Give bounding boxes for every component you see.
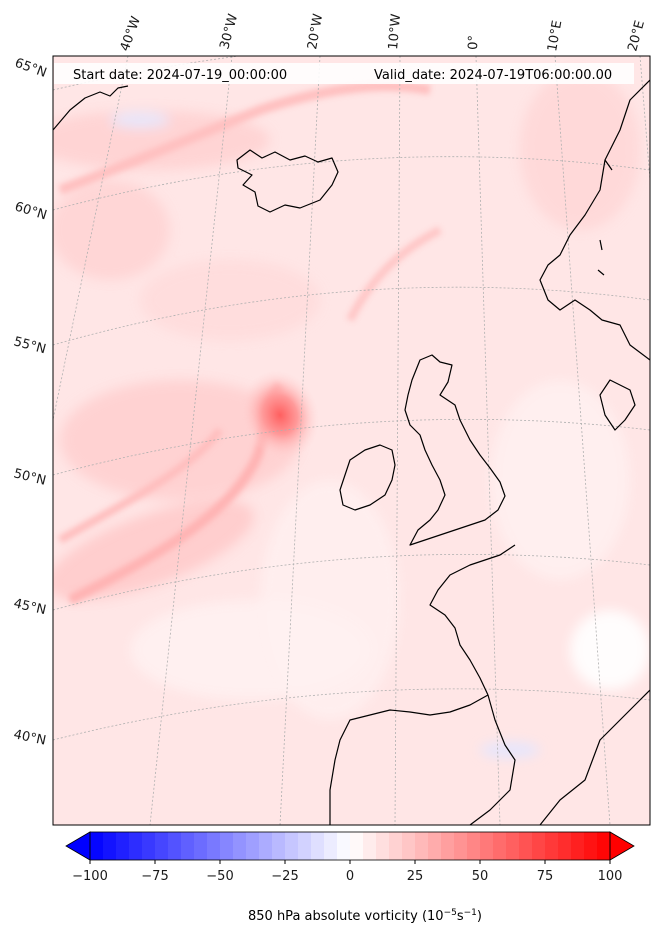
colorbar-segment [103,832,117,860]
mediterranean-coast [469,689,650,825]
denmark-coast [599,379,636,431]
colorbar: −100 −75 −50 −25 0 25 50 75 100 850 hPa absolute… [65,831,635,924]
colorbar-segment [454,832,468,860]
colorbar-segment [506,832,520,860]
lon-label-40w: 40°W [118,14,144,53]
colorbar-tick-label: −25 [271,869,298,884]
colorbar-segment [129,832,143,860]
colorbar-segment [376,832,390,860]
colorbar-segment [597,832,611,860]
colorbar-title: 850 hPa absolute vorticity (10−5s−1) [248,908,482,924]
lon-label-10e: 10°E [545,19,565,52]
colorbar-tick-label: 75 [537,869,554,884]
colorbar-segment [467,832,481,860]
vorticity-field [53,56,650,825]
colorbar-segment [519,832,533,860]
colorbar-segment [220,832,234,860]
great-britain-coast [404,354,506,546]
colorbar-segment [493,832,507,860]
coastlines [53,79,650,825]
colorbar-segment [402,832,416,860]
colorbar-segment [363,832,377,860]
colorbar-low-extension [65,831,91,861]
colorbar-segments [90,832,611,860]
lat-label-50n: 50°N [12,466,47,488]
colorbar-segment [428,832,442,860]
colorbar-segment [558,832,572,860]
colorbar-segment [285,832,299,860]
map-frame [52,55,651,826]
colorbar-segment [90,832,104,860]
lat-label-60n: 60°N [13,199,49,223]
colorbar-tick-label: −100 [72,869,108,884]
colorbar-segment [298,832,312,860]
colorbar-segment [207,832,221,860]
latitude-labels: 65°N 60°N 55°N 50°N 45°N 40°N [12,56,49,749]
colorbar-segment [584,832,598,860]
colorbar-segment [155,832,169,860]
colorbar-segment [441,832,455,860]
ireland-coast [339,444,396,511]
colorbar-tick-label: −50 [206,869,233,884]
longitude-labels: 40°W 30°W 20°W 10°W 0° 10°E 20°E [118,12,648,53]
colorbar-high-extension [609,831,635,861]
colorbar-segment [324,832,338,860]
lon-label-0: 0° [466,35,482,50]
colorbar-tick-label: 50 [472,869,489,884]
lat-label-55n: 55°N [12,334,48,357]
scandinavia-coast [539,79,650,361]
colorbar-tick-label: 25 [407,869,424,884]
colorbar-segment [532,832,546,860]
colorbar-segment [545,832,559,860]
colorbar-tick-label: −75 [141,869,168,884]
colorbar-tick-label: 100 [598,869,623,884]
valid-date-label: Valid_date: 2024-07-19T06:00:00.00 [374,68,612,83]
colorbar-segment [272,832,286,860]
lat-label-45n: 45°N [12,596,47,618]
colorbar-ticks: −100 −75 −50 −25 0 25 50 75 100 [72,860,622,884]
colorbar-segment [142,832,156,860]
iceland-coast [236,149,339,213]
colorbar-segment [389,832,403,860]
greenland-coast [53,85,129,131]
colorbar-segment [194,832,208,860]
header-band [54,63,634,84]
norway-islands [597,159,613,276]
start-date-label: Start date: 2024-07-19_00:00:00 [73,68,287,83]
colorbar-segment [480,832,494,860]
colorbar-segment [116,832,130,860]
colorbar-segment [311,832,325,860]
lon-label-30w: 30°W [217,12,241,51]
colorbar-segment [246,832,260,860]
colorbar-segment [350,832,364,860]
iberia-coast [329,694,489,825]
lon-label-20w: 20°W [305,13,326,51]
lon-label-20e: 20°E [625,19,648,53]
colorbar-segment [168,832,182,860]
colorbar-segment [181,832,195,860]
colorbar-segment [337,832,351,860]
colorbar-segment [233,832,247,860]
france-coast [429,544,516,696]
colorbar-tick-label: 0 [346,869,354,884]
colorbar-segment [415,832,429,860]
lat-label-65n: 65°N [13,56,49,81]
colorbar-segment [259,832,273,860]
colorbar-segment [571,832,585,860]
lon-label-10w: 10°W [386,13,404,50]
lat-label-40n: 40°N [12,727,47,748]
